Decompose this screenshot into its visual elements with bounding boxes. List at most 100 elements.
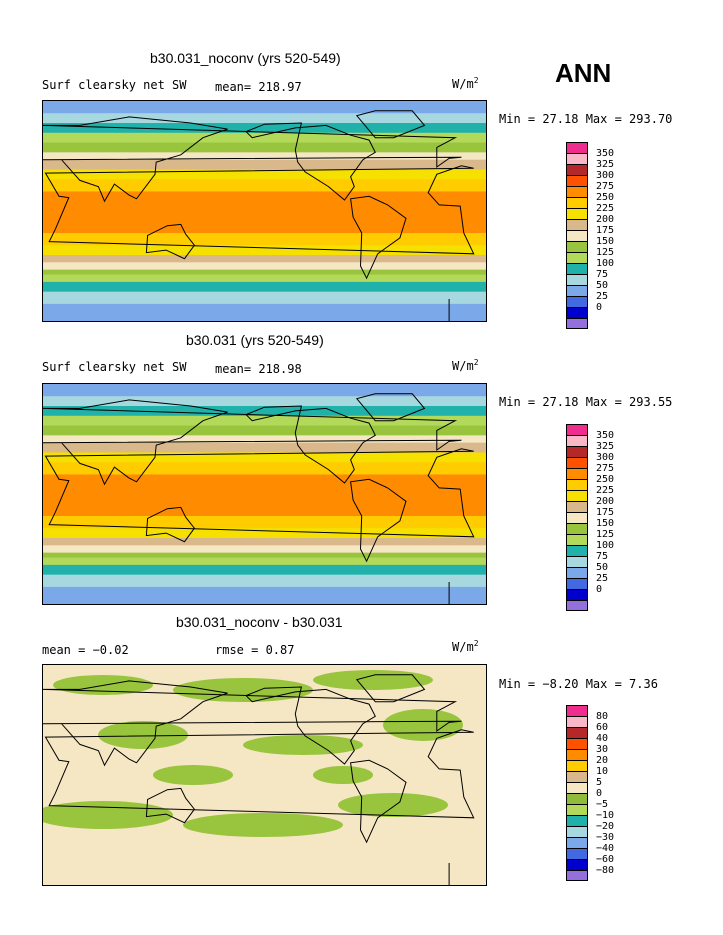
map-lat-band — [43, 201, 486, 205]
map-lat-band — [43, 386, 486, 390]
panel3-rmse-label: rmse = 0.87 — [215, 643, 295, 657]
map-lat-band — [43, 498, 486, 502]
map-lat-band — [43, 203, 486, 207]
map-lat-band — [43, 462, 486, 466]
map-lat-band — [43, 154, 486, 158]
colorbar-tick-label: 0 — [596, 788, 603, 799]
map-lat-band — [43, 127, 486, 131]
colorbar-swatch — [566, 490, 588, 501]
map-lat-band — [43, 574, 486, 578]
map-lat-band — [43, 259, 486, 263]
colorbar-swatch — [566, 578, 588, 589]
map-lat-band — [43, 560, 486, 563]
colorbar-tick-label: 325 — [596, 441, 615, 452]
colorbar-swatch — [566, 435, 588, 446]
colorbar-tick-label: 300 — [596, 452, 615, 463]
map-difference-region — [153, 765, 233, 785]
colorbar-tick-label: 350 — [596, 430, 615, 441]
colorbar-swatch — [566, 534, 588, 545]
colorbar-swatch — [566, 164, 588, 175]
colorbar-tick-label: 100 — [596, 258, 615, 269]
map-lat-band — [43, 220, 486, 224]
colorbar-swatch — [566, 296, 588, 307]
map-lat-band — [43, 430, 486, 434]
colorbar-swatch — [566, 716, 588, 727]
colorbar-tick-label: 30 — [596, 744, 609, 755]
map-coastline — [145, 787, 196, 824]
panel2-minmax: Min = 27.18 Max = 293.55 — [499, 395, 673, 409]
colorbar-tick-label: 225 — [596, 203, 615, 214]
colorbar-tick-label: 75 — [596, 269, 609, 280]
colorbar-tick-label: 0 — [596, 302, 603, 313]
panel2-map-svg — [43, 384, 486, 604]
map-lat-band — [43, 442, 486, 446]
colorbar-swatch — [566, 760, 588, 771]
map-lat-band — [43, 435, 486, 439]
map-lat-band — [43, 437, 486, 441]
map-lat-band — [43, 196, 486, 200]
map-lat-band — [43, 101, 486, 104]
map-lat-band — [43, 291, 486, 295]
map-lat-band — [43, 584, 486, 588]
map-lat-band — [43, 481, 486, 485]
panel1-colorbar — [566, 142, 588, 329]
map-coastline — [145, 506, 196, 543]
map-lat-band — [43, 247, 486, 251]
map-lat-band — [43, 467, 486, 471]
map-lat-band — [43, 142, 486, 146]
map-coastline — [355, 674, 426, 703]
map-lat-band — [43, 508, 486, 512]
map-lat-band — [43, 269, 486, 273]
map-lat-band — [43, 540, 486, 544]
colorbar-tick-label: −30 — [596, 832, 615, 843]
map-lat-band — [43, 184, 486, 188]
colorbar-tick-label: 200 — [596, 496, 615, 507]
colorbar-tick-label: 80 — [596, 711, 609, 722]
map-lat-band — [43, 250, 486, 254]
map-lat-band — [43, 582, 486, 585]
map-lat-band — [43, 167, 486, 170]
colorbar-tick-label: 350 — [596, 148, 615, 159]
colorbar-swatch — [566, 186, 588, 197]
panel1-map — [42, 100, 487, 322]
map-lat-band — [43, 152, 486, 156]
map-lat-band — [43, 533, 486, 537]
map-lat-band — [43, 189, 486, 192]
map-lat-band — [43, 511, 486, 515]
colorbar-swatch — [566, 589, 588, 600]
panel1-title: b30.031_noconv (yrs 520-549) — [150, 50, 341, 66]
map-lat-band — [43, 208, 486, 212]
map-lat-band — [43, 164, 486, 168]
colorbar-swatch — [566, 815, 588, 826]
map-lat-band — [43, 233, 486, 236]
colorbar-swatch — [566, 307, 588, 318]
map-lat-band — [43, 105, 486, 109]
map-background — [43, 665, 486, 885]
panel3-colorbar — [566, 705, 588, 881]
map-lat-band — [43, 464, 486, 468]
map-lat-band — [43, 213, 486, 217]
map-lat-band — [43, 230, 486, 234]
map-coastline — [350, 195, 407, 280]
map-lat-band — [43, 272, 486, 276]
map-lat-band — [43, 486, 486, 490]
map-difference-region — [183, 813, 343, 837]
map-lat-band — [43, 103, 486, 107]
map-coastline — [43, 680, 462, 767]
panel1-units: W/m2 — [452, 76, 479, 91]
colorbar-tick-label: 275 — [596, 463, 615, 474]
map-lat-band — [43, 242, 486, 246]
colorbar-swatch — [566, 870, 588, 881]
map-difference-region — [173, 678, 313, 702]
map-lat-band — [43, 191, 486, 195]
colorbar-tick-label: 60 — [596, 722, 609, 733]
map-coastline — [245, 686, 376, 765]
map-lat-band — [43, 520, 486, 524]
map-coastline — [245, 405, 376, 484]
map-lat-band — [43, 294, 486, 298]
panel1-mean-label: mean= 218.97 — [215, 80, 302, 94]
map-lat-band — [43, 299, 486, 302]
map-lat-band — [43, 562, 486, 566]
map-lat-band — [43, 501, 486, 505]
map-lat-band — [43, 496, 486, 500]
